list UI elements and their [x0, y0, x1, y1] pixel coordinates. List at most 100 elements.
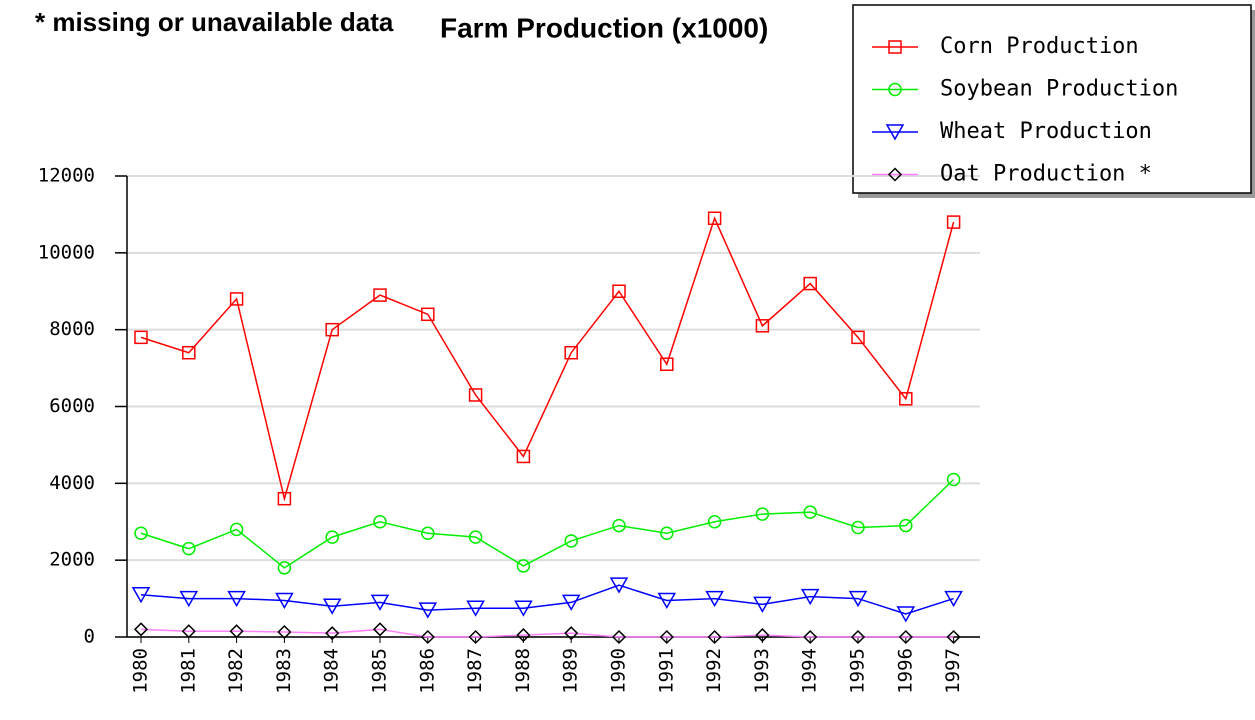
y-tick-label: 4000	[49, 472, 95, 494]
data-point	[325, 626, 340, 641]
x-tick-label: 1993	[751, 648, 773, 694]
legend-label: Corn Production	[940, 34, 1139, 59]
x-tick-label: 1983	[273, 648, 295, 694]
data-point	[803, 629, 818, 645]
data-point	[612, 518, 626, 533]
data-point	[131, 586, 151, 604]
data-point	[229, 522, 244, 537]
legend-label: Wheat Production	[940, 119, 1152, 144]
legend-marker	[888, 40, 902, 54]
chart-title: Farm Production (x1000)	[440, 12, 768, 43]
data-point	[372, 622, 388, 637]
x-tick-label: 1991	[655, 648, 677, 694]
data-point	[803, 276, 817, 291]
data-point	[181, 624, 196, 639]
data-point	[134, 330, 148, 345]
data-point	[851, 520, 865, 535]
data-point	[896, 606, 916, 623]
data-point	[516, 449, 531, 464]
data-point	[182, 541, 196, 556]
x-tick-label: 1981	[177, 648, 199, 694]
data-point	[899, 518, 913, 533]
data-point	[468, 388, 483, 402]
y-tick-label: 6000	[49, 395, 95, 417]
annotation: * missing or unavailable data	[35, 7, 394, 37]
data-point	[418, 602, 438, 619]
data-point	[227, 590, 246, 608]
data-point	[898, 629, 913, 645]
data-point	[322, 598, 342, 615]
x-tick-label: 1995	[847, 648, 869, 694]
x-tick-label: 1996	[894, 648, 916, 694]
data-point	[659, 629, 674, 645]
x-tick-label: 1994	[799, 648, 821, 694]
legend-marker	[885, 124, 905, 141]
y-tick-label: 10000	[38, 241, 95, 263]
x-tick-label: 1992	[703, 648, 725, 694]
data-point	[848, 590, 868, 608]
y-tick-label: 8000	[49, 318, 95, 340]
data-point	[660, 357, 674, 371]
data-point	[564, 345, 578, 360]
data-point	[851, 330, 865, 345]
data-point	[133, 622, 149, 637]
x-tick-label: 1987	[464, 648, 486, 694]
data-point	[325, 322, 339, 337]
series-line	[140, 478, 955, 569]
data-point	[660, 526, 674, 541]
x-tick-label: 1985	[369, 648, 391, 694]
legend-marker	[888, 82, 902, 97]
data-point	[421, 526, 435, 541]
data-point	[564, 534, 578, 548]
data-point	[275, 592, 294, 610]
data-point	[468, 629, 483, 645]
data-point	[325, 530, 339, 544]
x-tick-label: 1982	[225, 648, 247, 694]
data-point	[179, 590, 199, 608]
data-point	[277, 624, 292, 640]
x-tick-label: 1980	[130, 648, 152, 694]
data-point	[850, 629, 866, 645]
legend-marker	[887, 167, 903, 182]
data-point	[899, 392, 913, 406]
data-point	[946, 215, 961, 229]
data-point	[564, 626, 579, 641]
data-point	[657, 592, 677, 610]
data-point	[611, 629, 627, 645]
data-point	[229, 624, 244, 639]
data-point	[420, 629, 435, 645]
data-point	[707, 515, 722, 529]
legend-label: Oat Production *	[940, 162, 1152, 187]
data-point	[755, 507, 770, 521]
x-tick-label: 1989	[560, 648, 582, 694]
y-tick-label: 12000	[38, 165, 95, 187]
x-tick-label: 1997	[942, 648, 964, 694]
series-line	[140, 216, 955, 502]
x-tick-label: 1990	[608, 648, 630, 694]
legend-label: Soybean Production	[940, 77, 1178, 102]
data-point	[277, 491, 292, 506]
data-point	[707, 211, 722, 226]
data-point	[753, 596, 772, 613]
data-point	[609, 577, 629, 594]
x-tick-label: 1984	[321, 648, 343, 694]
y-tick-label: 2000	[49, 549, 95, 571]
data-point	[421, 307, 435, 322]
data-point	[373, 288, 387, 302]
data-point	[514, 600, 533, 617]
data-point	[373, 515, 387, 529]
data-point	[229, 292, 244, 306]
data-point	[134, 526, 148, 541]
data-point	[516, 628, 531, 643]
data-point	[561, 594, 581, 611]
data-point	[370, 594, 390, 611]
series-line	[140, 584, 954, 615]
x-tick-label: 1986	[416, 648, 438, 694]
data-point	[755, 319, 770, 333]
x-tick-label: 1988	[512, 648, 534, 694]
data-point	[612, 284, 626, 298]
series-line	[140, 628, 954, 638]
data-point	[946, 472, 961, 487]
data-point	[705, 590, 724, 608]
